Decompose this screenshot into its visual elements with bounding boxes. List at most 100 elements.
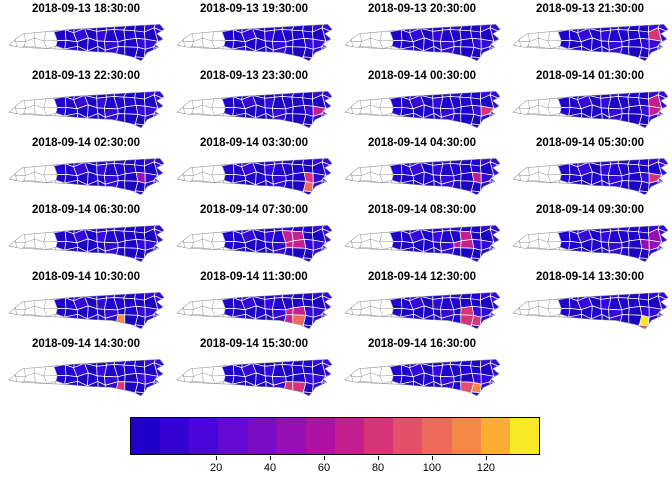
map-panel: 2018-09-13 20:30:00 [340,2,504,68]
colorbar-gradient [130,417,540,455]
map-panel: 2018-09-13 18:30:00 [4,2,168,68]
map-panel: 2018-09-14 00:30:00 [340,69,504,135]
map-panel: 2018-09-14 03:30:00 [172,136,336,202]
state-outline [176,158,332,196]
colorbar-segment [393,418,423,454]
state-outline [176,24,332,62]
state-outline [512,158,668,196]
colorbar-segment [305,418,335,454]
panel-title: 2018-09-13 23:30:00 [199,70,309,82]
panel-title: 2018-09-14 12:30:00 [367,271,477,283]
east-counties [53,24,164,61]
state-outline [8,359,164,397]
nc-county-map [512,225,668,263]
map-panel: 2018-09-14 13:30:00 [508,270,672,336]
east-counties [221,24,332,61]
east-counties [53,292,164,329]
nc-county-map [8,292,164,330]
map-panel: 2018-09-13 21:30:00 [508,2,672,68]
east-counties [53,359,164,396]
colorbar-segment [451,418,481,454]
nc-county-map [512,91,668,129]
colorbar-segment [509,418,539,454]
state-outline [176,292,332,330]
state-outline [8,24,164,62]
state-outline [512,292,668,330]
state-outline [176,359,332,397]
east-counties [557,24,668,61]
colorbar-segment [276,418,306,454]
colorbar-tick-mark [485,456,487,460]
map-panel: 2018-09-14 06:30:00 [4,203,168,269]
panel-title: 2018-09-14 08:30:00 [367,204,477,216]
map-panel: 2018-09-13 23:30:00 [172,69,336,135]
colorbar-tick-mark [216,456,218,460]
map-panel: 2018-09-14 11:30:00 [172,270,336,336]
state-outline [344,91,500,129]
nc-county-map [344,292,500,330]
state-outline [344,359,500,397]
panel-title: 2018-09-14 07:30:00 [199,204,309,216]
state-outline [512,91,668,129]
panel-title: 2018-09-13 18:30:00 [31,3,141,15]
east-counties [389,292,500,329]
colorbar-tick-label: 80 [371,462,385,474]
map-panel: 2018-09-14 09:30:00 [508,203,672,269]
east-counties [389,225,500,262]
panel-title: 2018-09-14 09:30:00 [535,204,645,216]
state-outline [344,292,500,330]
map-panel: 2018-09-14 15:30:00 [172,337,336,403]
state-outline [344,24,500,62]
panel-title: 2018-09-14 13:30:00 [535,271,645,283]
colorbar-legend: 20 40 60 80 100 120 [130,417,540,479]
state-outline [8,225,164,263]
map-panel: 2018-09-13 22:30:00 [4,69,168,135]
nc-county-map [344,24,500,62]
panel-title: 2018-09-14 01:30:00 [535,70,645,82]
east-counties [221,359,332,396]
east-counties [221,158,332,195]
colorbar-tick-mark [324,456,325,460]
east-counties [557,225,668,262]
map-panel: 2018-09-14 05:30:00 [508,136,672,202]
panel-title: 2018-09-14 03:30:00 [199,137,309,149]
east-counties [557,158,668,195]
colorbar-segment [364,418,394,454]
state-outline [344,158,500,196]
panel-title: 2018-09-14 11:30:00 [200,271,308,283]
state-outline [176,91,332,129]
state-outline [344,225,500,263]
map-panel: 2018-09-14 01:30:00 [508,69,672,135]
colorbar-tick-mark [270,456,272,460]
colorbar-segment [247,418,277,454]
panel-title: 2018-09-14 00:30:00 [367,70,477,82]
colorbar-tick-mark [431,456,433,460]
state-outline [8,91,164,129]
east-counties [389,24,500,61]
east-counties [53,225,164,262]
nc-county-map [344,158,500,196]
panel-title: 2018-09-13 21:30:00 [535,3,645,15]
state-outline [8,292,164,330]
nc-county-map [176,225,332,263]
nc-county-map [176,359,332,397]
colorbar-tick-label: 100 [422,462,442,474]
east-counties [221,292,332,329]
colorbar-segment [189,418,219,454]
map-panel: 2018-09-14 07:30:00 [172,203,336,269]
east-counties [221,91,332,128]
nc-county-map [8,158,164,196]
state-outline [8,158,164,196]
colorbar-segment [160,418,190,454]
state-outline [512,24,668,62]
nc-county-map [176,91,332,129]
panel-title: 2018-09-14 04:30:00 [367,137,477,149]
nc-county-map [344,91,500,129]
map-panel: 2018-09-14 14:30:00 [4,337,168,403]
east-counties [389,158,500,195]
panel-title: 2018-09-13 19:30:00 [199,3,309,15]
panel-title: 2018-09-13 20:30:00 [367,3,477,15]
map-panel: 2018-09-13 19:30:00 [172,2,336,68]
panel-title: 2018-09-13 22:30:00 [31,70,141,82]
colorbar-segment [131,418,161,454]
